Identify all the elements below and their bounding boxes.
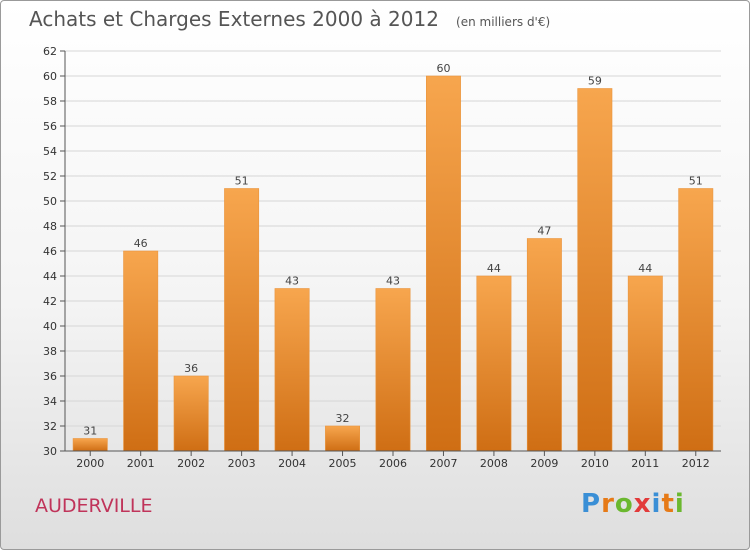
x-tick-label: 2002	[177, 457, 205, 470]
data-label: 60	[436, 62, 450, 75]
bar	[274, 288, 310, 452]
y-tick-label: 40	[43, 320, 57, 333]
x-tick-label: 2001	[127, 457, 155, 470]
data-label: 32	[336, 412, 350, 425]
y-tick-label: 60	[43, 70, 57, 83]
y-tick-label: 58	[43, 95, 57, 108]
data-label: 43	[386, 275, 400, 288]
y-tick-label: 56	[43, 120, 57, 133]
x-tick-label: 2006	[379, 457, 407, 470]
y-tick-label: 52	[43, 170, 57, 183]
bar	[72, 438, 108, 452]
data-label: 47	[537, 225, 551, 238]
labels: 30 32 34 36 38 40 42 44 46 48 50 52 54 56 58 60 62 2000 31…	[43, 45, 710, 470]
x-tick-label: 2000	[76, 457, 104, 470]
y-tick-label: 44	[43, 270, 57, 283]
y-tick-label: 42	[43, 295, 57, 308]
chart-title: Achats et Charges Externes 2000 à 2012	[29, 7, 439, 31]
x-tick-label: 2010	[581, 457, 609, 470]
title-line: Achats et Charges Externes 2000 à 2012 (…	[29, 7, 550, 31]
x-tick-label: 2007	[429, 457, 457, 470]
logo-letter: t	[661, 489, 675, 519]
y-tick-label: 34	[43, 395, 57, 408]
logo-letter: x	[633, 489, 652, 519]
y-tick-label: 30	[43, 445, 57, 458]
data-label: 46	[134, 237, 148, 250]
x-tick-label: 2011	[631, 457, 659, 470]
bar	[426, 75, 461, 452]
commune-name: AUDERVILLE	[35, 495, 153, 517]
y-tick-label: 62	[43, 45, 57, 58]
data-label: 59	[588, 75, 602, 88]
y-tick-label: 36	[43, 370, 57, 383]
logo-letter: i	[674, 489, 685, 519]
y-tick-label: 50	[43, 195, 57, 208]
x-tick-label: 2009	[530, 457, 558, 470]
bar	[325, 425, 360, 452]
axes	[60, 50, 721, 456]
bar	[375, 288, 411, 452]
chart-unit: (en milliers d'€)	[456, 15, 551, 29]
proxiti-logo: Proxiti	[581, 489, 685, 519]
bar	[627, 275, 663, 452]
y-tick-label: 48	[43, 220, 57, 233]
x-tick-label: 2008	[480, 457, 508, 470]
bars	[72, 75, 714, 452]
y-tick-label: 54	[43, 145, 57, 158]
logo-letter: o	[614, 489, 634, 519]
x-tick-label: 2004	[278, 457, 306, 470]
x-tick-label: 2005	[329, 457, 357, 470]
data-label: 31	[83, 425, 97, 438]
data-label: 36	[184, 362, 198, 375]
x-tick-label: 2003	[228, 457, 256, 470]
bar	[577, 88, 613, 452]
logo-letter: P	[581, 489, 602, 519]
logo-letter: r	[601, 489, 615, 519]
data-label: 51	[235, 175, 249, 188]
data-label: 51	[689, 175, 703, 188]
bar	[224, 188, 260, 452]
bar	[526, 238, 562, 452]
y-tick-label: 46	[43, 245, 57, 258]
data-label: 44	[487, 262, 501, 275]
logo-letter: i	[651, 489, 662, 519]
bar	[678, 188, 714, 452]
bar	[173, 375, 209, 452]
y-tick-label: 32	[43, 420, 57, 433]
data-label: 43	[285, 275, 299, 288]
y-tick-label: 38	[43, 345, 57, 358]
bar	[123, 250, 159, 452]
data-label: 44	[638, 262, 652, 275]
x-tick-label: 2012	[682, 457, 710, 470]
bar	[476, 275, 512, 452]
